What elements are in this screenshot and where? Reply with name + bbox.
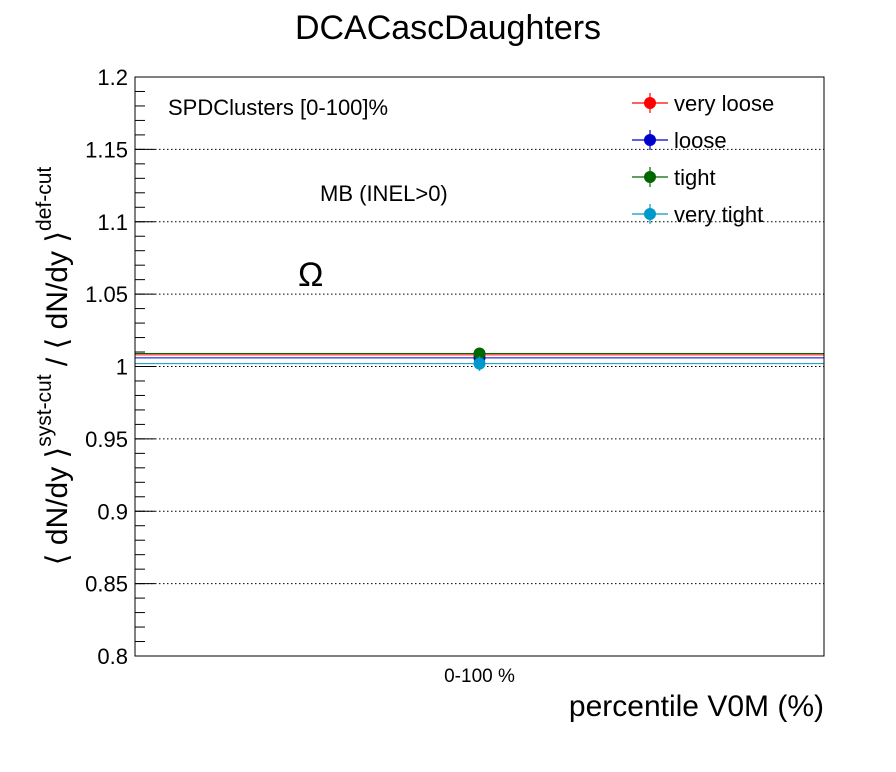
legend-marker xyxy=(644,208,656,220)
legend: very loose loose tight very tight xyxy=(632,91,774,227)
y-tick-label: 1 xyxy=(116,355,128,380)
legend-label: tight xyxy=(674,165,716,190)
data-point xyxy=(473,347,486,360)
data-points xyxy=(473,347,486,371)
y-tick-label: 0.95 xyxy=(85,427,128,452)
legend-label: very loose xyxy=(674,91,774,116)
y-axis-label-part1: ⟨ dN/dy ⟩ xyxy=(41,447,74,565)
x-axis-label: percentile V0M (%) xyxy=(569,690,824,723)
legend-marker xyxy=(644,171,656,183)
y-tick-label: 1.15 xyxy=(85,137,128,162)
y-axis-label-sup1: syst-cut xyxy=(33,374,56,447)
y-tick-label: 1.1 xyxy=(97,210,128,235)
annotation-particle: Ω xyxy=(298,256,323,294)
chart-title: DCACascDaughters xyxy=(295,9,601,47)
x-tick-label: 0-100 % xyxy=(444,666,515,687)
y-tick-label: 0.9 xyxy=(97,499,128,524)
legend-marker xyxy=(644,97,656,109)
y-tick-label: 0.8 xyxy=(97,644,128,669)
legend-marker xyxy=(644,134,656,146)
y-axis-label: ⟨ dN/dy ⟩syst-cut / ⟨ dN/dy ⟩def-cut xyxy=(33,167,74,566)
data-point xyxy=(473,357,486,370)
legend-label: loose xyxy=(674,128,727,153)
legend-label: very tight xyxy=(674,202,763,227)
y-axis: 0.8 0.85 0.9 0.95 1 1.05 1.1 1.15 1.2 xyxy=(85,65,155,669)
x-axis: 0-100 % xyxy=(444,666,515,687)
y-axis-label-sup2: def-cut xyxy=(33,167,56,231)
annotation-event-class: MB (INEL>0) xyxy=(320,181,448,206)
y-axis-label-part2: / ⟨ dN/dy ⟩ xyxy=(41,231,74,374)
y-tick-label: 1.05 xyxy=(85,282,128,307)
y-tick-label: 1.2 xyxy=(97,65,128,90)
y-tick-label: 0.85 xyxy=(85,572,128,597)
annotation-estimator: SPDClusters [0-100]% xyxy=(168,95,388,120)
